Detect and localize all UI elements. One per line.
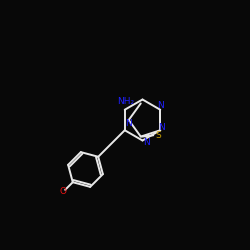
- Text: N: N: [144, 138, 150, 147]
- Text: N: N: [157, 102, 164, 110]
- Text: NH₂: NH₂: [118, 96, 134, 106]
- Text: N: N: [125, 119, 132, 128]
- Text: S: S: [156, 131, 161, 140]
- Text: N: N: [158, 123, 165, 132]
- Text: O: O: [60, 188, 66, 196]
